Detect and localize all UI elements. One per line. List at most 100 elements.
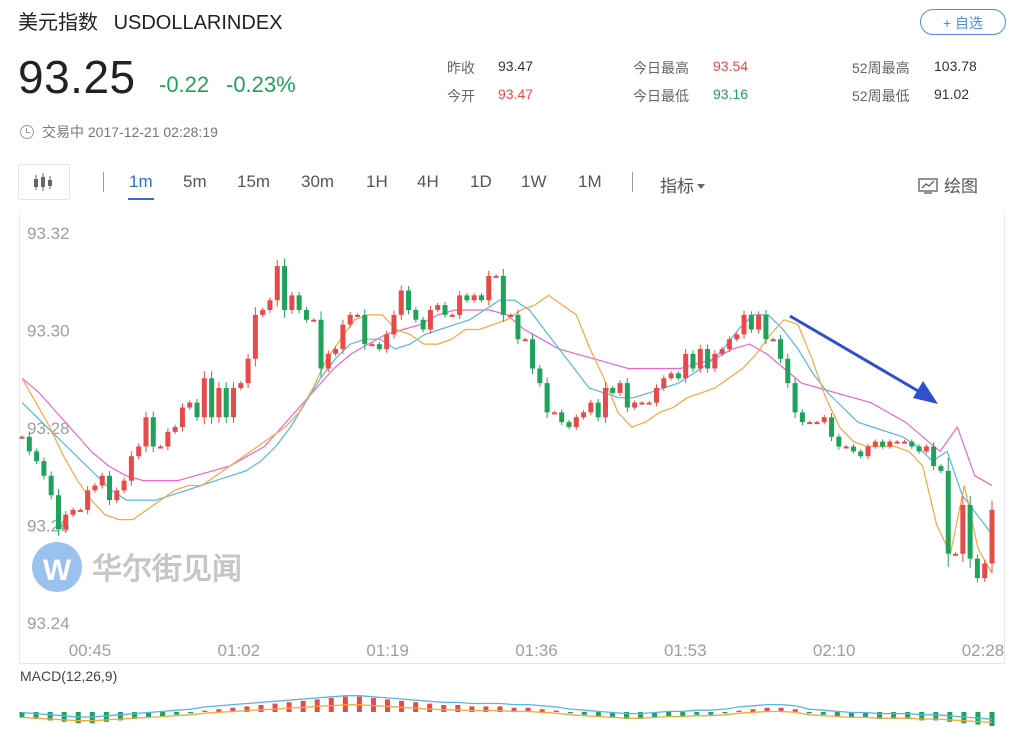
- candle: [413, 310, 419, 320]
- candle: [756, 314, 762, 330]
- candle: [777, 339, 783, 359]
- candle: [41, 461, 47, 476]
- candle: [274, 266, 280, 301]
- stat-value-day-high: 93.54: [713, 58, 749, 74]
- watermark: W 华尔街见闻: [32, 542, 242, 592]
- caret-down-icon: [697, 184, 705, 189]
- macd-bar: [300, 700, 306, 712]
- candle: [362, 314, 368, 345]
- candle: [85, 490, 91, 510]
- candle: [354, 314, 360, 317]
- watermark-logo-icon: W: [43, 554, 72, 587]
- macd-bar: [146, 712, 152, 718]
- macd-bar: [848, 712, 854, 718]
- add-watchlist-button[interactable]: + 自选: [920, 9, 1006, 35]
- macd-bar: [272, 703, 278, 712]
- candle: [624, 383, 630, 408]
- macd-bar: [286, 702, 292, 712]
- price-change: -0.22: [159, 72, 210, 97]
- indicator-dropdown[interactable]: 指标: [660, 172, 705, 197]
- candle: [442, 305, 448, 315]
- trend-arrow: [789, 314, 938, 404]
- candle: [530, 339, 536, 369]
- tab-1m[interactable]: 1m: [129, 172, 153, 191]
- candle: [821, 417, 827, 423]
- x-tick-label: 01:36: [515, 641, 558, 660]
- macd-bar: [905, 712, 911, 719]
- ma-fast-line: [21, 294, 993, 574]
- ma-slow-line: [21, 309, 993, 487]
- candle: [500, 275, 506, 315]
- tab-1w[interactable]: 1W: [521, 172, 547, 191]
- candle: [887, 441, 893, 447]
- candle: [544, 383, 550, 413]
- candle: [107, 475, 113, 501]
- tab-1mo[interactable]: 1M: [578, 172, 602, 191]
- x-tick-label: 01:02: [218, 641, 261, 660]
- y-tick-label: 93.32: [27, 224, 70, 243]
- macd-bar: [947, 712, 953, 722]
- candle: [515, 314, 521, 340]
- candle: [632, 402, 638, 408]
- stat-value-day-low: 93.16: [713, 86, 749, 102]
- candle: [697, 349, 703, 369]
- candle: [449, 314, 455, 317]
- macd-bar: [230, 707, 236, 712]
- candle: [179, 407, 185, 427]
- macd-bar: [33, 712, 39, 719]
- macd-bar: [764, 707, 770, 712]
- draw-button[interactable]: 绘图: [918, 172, 978, 197]
- candle: [384, 334, 390, 349]
- tab-5m[interactable]: 5m: [183, 172, 207, 191]
- candle: [923, 446, 929, 452]
- candle: [508, 314, 514, 317]
- macd-label: MACD(12,26,9): [20, 668, 117, 684]
- candle: [945, 470, 951, 554]
- candle: [967, 505, 973, 559]
- macd-bar: [539, 709, 545, 712]
- candle: [566, 422, 572, 427]
- macd-bar: [483, 706, 489, 712]
- candle: [19, 436, 25, 439]
- macd-bar: [455, 705, 461, 712]
- candle: [165, 431, 171, 447]
- candle: [639, 402, 645, 405]
- candle: [573, 417, 579, 427]
- macd-bar: [862, 712, 868, 718]
- tab-4h[interactable]: 4H: [417, 172, 439, 191]
- candle: [194, 402, 200, 418]
- y-tick-label: 93.24: [27, 614, 70, 633]
- candle: [551, 412, 557, 415]
- candle: [654, 388, 660, 403]
- candle: [406, 290, 412, 310]
- candle: [303, 310, 309, 320]
- stat-value-52w-high: 103.78: [934, 58, 977, 74]
- candle: [318, 319, 324, 369]
- tab-1h[interactable]: 1H: [366, 172, 388, 191]
- tab-30m[interactable]: 30m: [301, 172, 335, 191]
- chart-type-button[interactable]: [18, 164, 70, 200]
- candle: [486, 275, 492, 301]
- macd-bar: [131, 712, 137, 719]
- stat-value-open: 93.47: [498, 86, 534, 102]
- candle: [333, 349, 339, 354]
- candle: [843, 446, 849, 449]
- macd-panel: MACD(12,26,9): [19, 668, 995, 726]
- stat-label-prev-close: 昨收: [447, 60, 475, 76]
- macd-bar: [61, 712, 67, 722]
- candle: [559, 412, 565, 423]
- candle: [683, 353, 689, 379]
- tab-15m[interactable]: 15m: [237, 172, 271, 191]
- x-tick-label: 02:28: [962, 641, 1005, 660]
- quote-stats: 昨收 93.47 今开 93.47 今日最高 93.54 今日最低 93.16 …: [0, 58, 1009, 118]
- candle: [34, 451, 40, 462]
- tab-1d[interactable]: 1D: [470, 172, 492, 191]
- candle: [435, 305, 441, 310]
- x-tick-label: 00:45: [69, 641, 112, 660]
- macd-lines: [21, 695, 993, 724]
- candle: [99, 475, 105, 486]
- macd-bar: [497, 706, 503, 712]
- candle: [201, 378, 207, 418]
